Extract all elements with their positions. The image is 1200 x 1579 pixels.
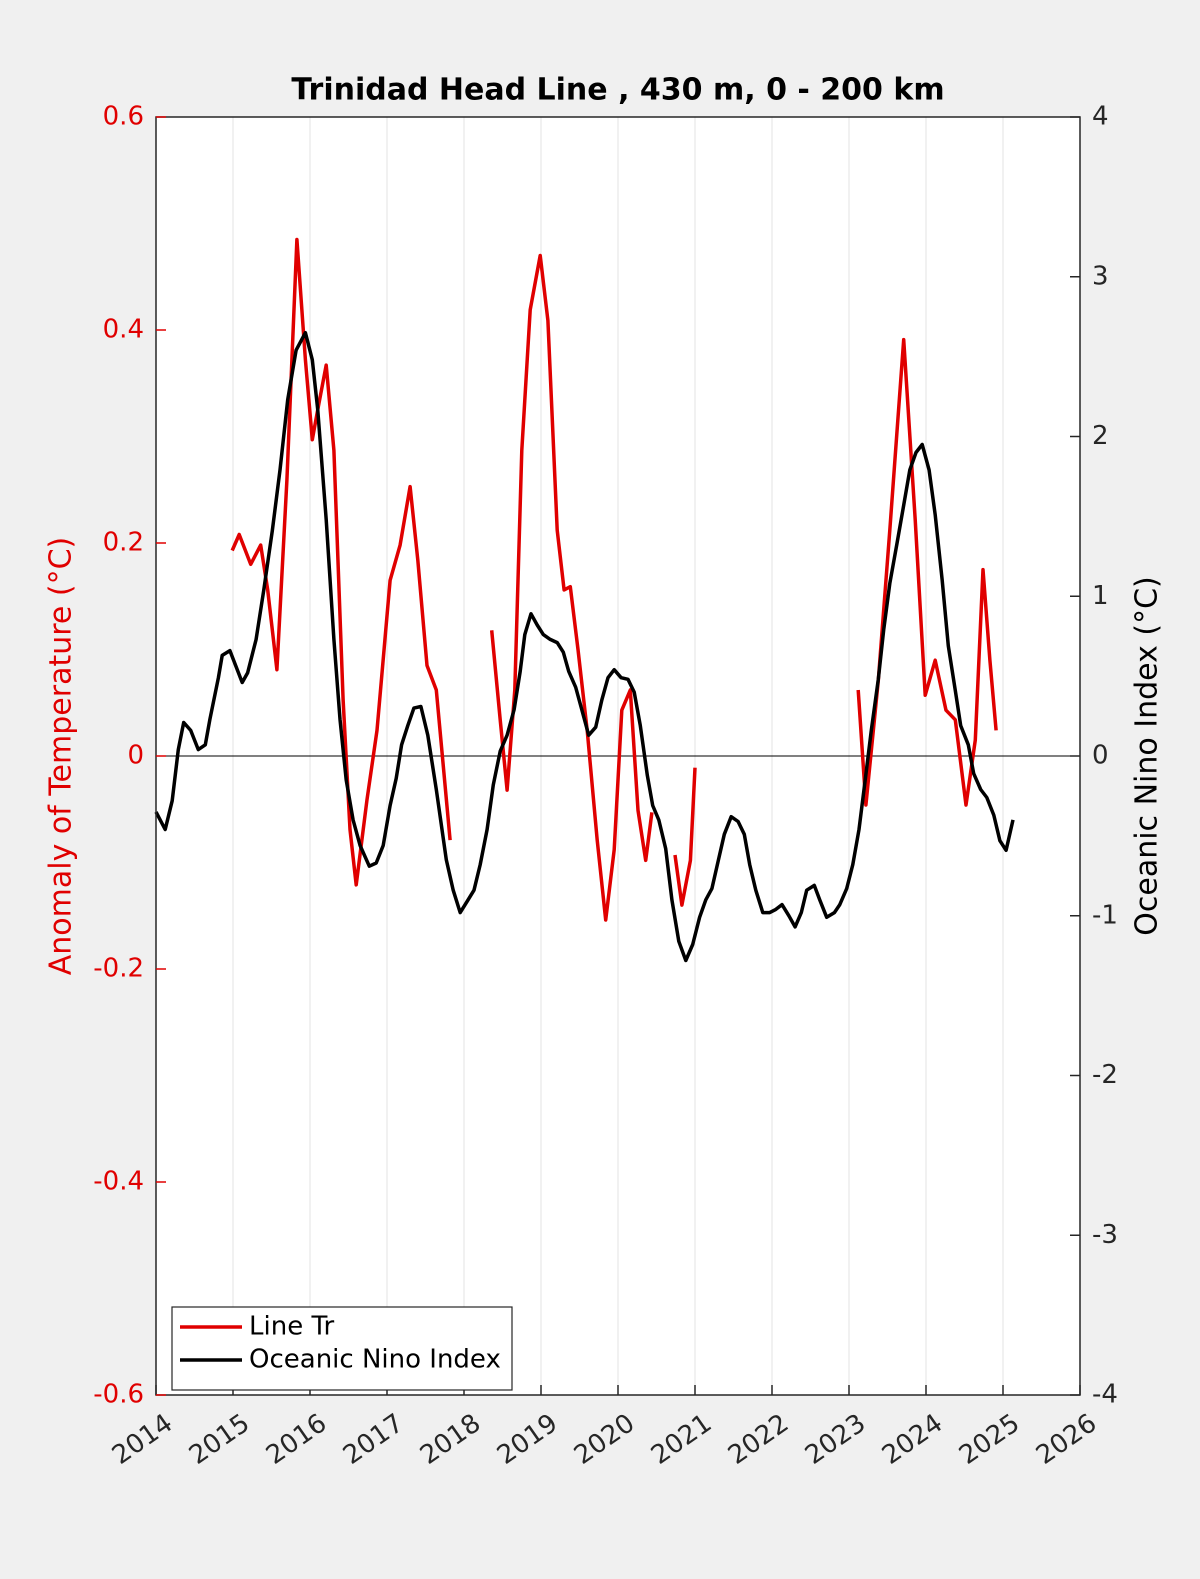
series-line <box>230 237 998 922</box>
y-tick-label: -0.6 <box>93 1380 144 1410</box>
lines <box>154 237 1015 963</box>
x-tick-label: 2024 <box>877 1408 948 1471</box>
y-tick-label: -0.2 <box>93 954 144 984</box>
x-tick-label: 2015 <box>184 1408 255 1471</box>
chart-title: Trinidad Head Line , 430 m, 0 - 200 km <box>291 73 944 108</box>
y2-tick-label: -3 <box>1092 1220 1118 1250</box>
legend-box <box>171 1306 513 1391</box>
y-tick-label: 0.4 <box>103 315 144 345</box>
y2-tick-label: 2 <box>1092 421 1109 451</box>
legend-label: Oceanic Nino Index <box>249 1345 501 1375</box>
x-tick-label: 2023 <box>800 1408 871 1471</box>
y-tick-label: 0.2 <box>103 528 144 558</box>
x-tick-label: 2019 <box>492 1408 563 1471</box>
x-tick-label: 2022 <box>723 1408 794 1471</box>
x-tick-label: 2025 <box>954 1408 1025 1471</box>
x-tick-label: 2020 <box>569 1408 640 1471</box>
y2-tick-label: 3 <box>1092 261 1109 291</box>
x-tick-label: 2021 <box>646 1408 717 1471</box>
series-line <box>154 330 1015 963</box>
x-tick-label: 2016 <box>261 1408 332 1471</box>
grid <box>155 117 1081 1395</box>
y-tick-label: 0.6 <box>103 102 144 132</box>
x-tick-label: 2026 <box>1031 1408 1102 1471</box>
legend-label: Line Tr <box>249 1312 335 1342</box>
y2-tick-label: 0 <box>1092 741 1109 771</box>
y2-tick-label: -1 <box>1092 900 1118 930</box>
y2-tick-label: 4 <box>1092 102 1109 132</box>
y2-tick-label: 1 <box>1092 581 1109 611</box>
y2-tick-label: -2 <box>1092 1060 1118 1090</box>
y-tick-label: -0.4 <box>93 1167 144 1197</box>
x-tick-label: 2014 <box>107 1408 178 1471</box>
x-tick-label: 2017 <box>338 1408 409 1471</box>
y-axis-label: Anomaly of Temperature (°C) <box>44 537 79 976</box>
y-tick-label: 0 <box>127 741 144 771</box>
y2-axis-label: Oceanic Nino Index (°C) <box>1130 576 1165 936</box>
x-tick-label: 2018 <box>415 1408 486 1471</box>
y2-tick-label: -4 <box>1092 1380 1118 1410</box>
